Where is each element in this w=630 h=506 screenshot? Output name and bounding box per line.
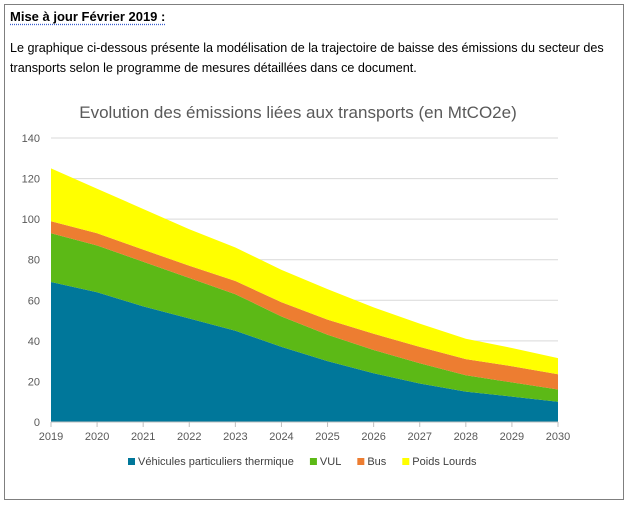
y-tick-label: 120 (22, 174, 40, 186)
area-series (51, 168, 558, 422)
x-tick-label: 2030 (546, 431, 570, 443)
x-tick-label: 2019 (39, 431, 63, 443)
x-tick-label: 2029 (500, 431, 524, 443)
legend-swatch (309, 458, 317, 465)
legend-label: Bus (367, 456, 386, 468)
legend-label: VUL (320, 456, 341, 468)
y-tick-label: 60 (28, 295, 40, 307)
y-tick-label: 140 (22, 133, 40, 145)
x-tick-label: 2028 (454, 431, 478, 443)
legend: Véhicules particuliers thermique VUL Bus Po… (128, 456, 477, 468)
x-tick-label: 2020 (85, 431, 109, 443)
area-series-3 (51, 168, 558, 375)
legend-label: Poids Lourds (412, 456, 477, 468)
x-tick-label: 2023 (223, 431, 247, 443)
legend-swatch (357, 458, 365, 465)
y-tick-label: 20 (28, 376, 40, 388)
x-tick-label: 2027 (407, 431, 431, 443)
area-series-0 (51, 282, 558, 422)
update-heading: Mise à jour Février 2019 : (10, 9, 166, 24)
legend-swatch (402, 458, 410, 465)
area-series-2 (51, 221, 558, 390)
intro-paragraph: Le graphique ci-dessous présente la modé… (10, 41, 604, 75)
x-tick-label: 2024 (269, 431, 293, 443)
x-tick-label: 2021 (131, 431, 155, 443)
y-tick-label: 80 (28, 255, 40, 267)
y-tick-label: 40 (28, 336, 40, 348)
x-tick-label: 2022 (177, 431, 201, 443)
y-tick-label: 100 (22, 214, 40, 226)
chart-title: Evolution des émissions liées aux transp… (79, 103, 516, 122)
legend-swatch (128, 458, 135, 465)
legend-label: Véhicules particuliers thermique (138, 456, 294, 468)
x-tick-label: 2025 (315, 431, 339, 443)
area-series-1 (51, 233, 558, 402)
y-tick-label: 0 (34, 417, 40, 429)
x-tick-label: 2026 (361, 431, 385, 443)
axes: 0 20 40 60 80 100 120 140 2019 2020 2021 2022 2023 20… (22, 133, 571, 443)
